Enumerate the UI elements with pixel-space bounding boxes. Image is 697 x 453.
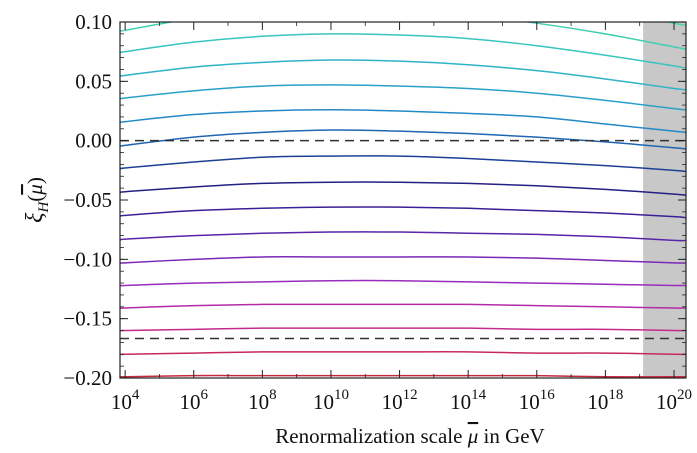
x-tick-exponent: 18 [608,387,623,403]
series-line-9 [120,181,686,196]
x-tick-exponent: 6 [201,387,209,403]
x-tick-base: 10 [313,390,334,414]
x-axis-title: Renormalization scale μ in GeV [275,424,544,448]
x-tick-exponent: 12 [403,387,418,403]
x-tick-exponent: 8 [269,387,277,403]
axis-ticks [120,21,686,379]
x-tick-base: 10 [587,390,608,414]
x-tick-base: 10 [382,390,403,414]
x-tick-labels: 104 106 108 1010 1012 1014 1016 1018 1020 [111,387,692,414]
series-line-16 [120,351,686,356]
x-tick-base: 10 [519,390,540,414]
x-axis-title-post: in GeV [478,424,545,448]
x-tick-label-9: 1020 [656,387,692,414]
series-line-14 [120,303,686,309]
y-axis-title: ξH(μ) [22,177,52,223]
x-tick-exponent: 4 [132,387,140,403]
x-tick-label-5: 1012 [382,387,418,414]
x-tick-exponent: 10 [334,387,349,403]
x-tick-label-7: 1016 [519,387,556,414]
y-tick-label-1: −0.20 [63,366,112,390]
x-tick-label-6: 1014 [450,387,487,414]
reference-lines [120,139,686,340]
y-tick-label-6: 0.05 [75,69,112,93]
x-tick-base: 10 [111,390,132,414]
series-line-5 [120,84,686,111]
series-line-4 [120,59,686,91]
x-axis-title-var: μ [467,424,479,448]
y-tick-label-5: 0.00 [75,129,112,153]
y-tick-labels: −0.20 −0.15 −0.10 −0.05 0.00 0.05 0.10 [63,10,112,390]
y-tick-label-3: −0.10 [63,247,112,271]
series-line-2 [120,22,686,51]
series-group [120,22,686,378]
y-axis-title-var: ξ [22,212,48,223]
series-line-3 [120,33,686,70]
series-line-15 [120,327,686,332]
x-tick-exponent: 16 [540,387,556,403]
series-line-10 [120,206,686,219]
series-line-11 [120,231,686,242]
series-line-7 [120,129,686,150]
plot-frame [119,21,687,379]
plot-background [120,22,686,378]
x-tick-exponent: 14 [471,387,487,403]
series-line-8 [120,155,686,173]
x-tick-label-4: 1010 [313,387,349,414]
y-axis-title-arg: μ [23,184,47,196]
x-tick-label-3: 108 [248,387,277,414]
x-tick-base: 10 [180,390,201,414]
y-axis-title-close: ) [23,177,47,184]
y-tick-label-2: −0.15 [63,307,112,331]
x-tick-label-8: 1018 [587,387,623,414]
x-tick-base: 10 [450,390,471,414]
x-tick-exponent: 20 [677,387,692,403]
x-axis-title-pre: Renormalization scale [275,424,467,448]
y-axis-title-open: ( [23,195,47,202]
series-line-13 [120,279,686,287]
x-tick-label-1: 104 [111,387,140,414]
x-tick-base: 10 [656,390,677,414]
y-axis-title-sub: H [36,201,52,214]
y-tick-label-4: −0.05 [63,188,112,212]
x-tick-label-2: 106 [180,387,209,414]
series-line-12 [120,256,686,264]
series-line-6 [120,109,686,134]
x-tick-base: 10 [248,390,269,414]
y-tick-label-7: 0.10 [75,10,112,34]
